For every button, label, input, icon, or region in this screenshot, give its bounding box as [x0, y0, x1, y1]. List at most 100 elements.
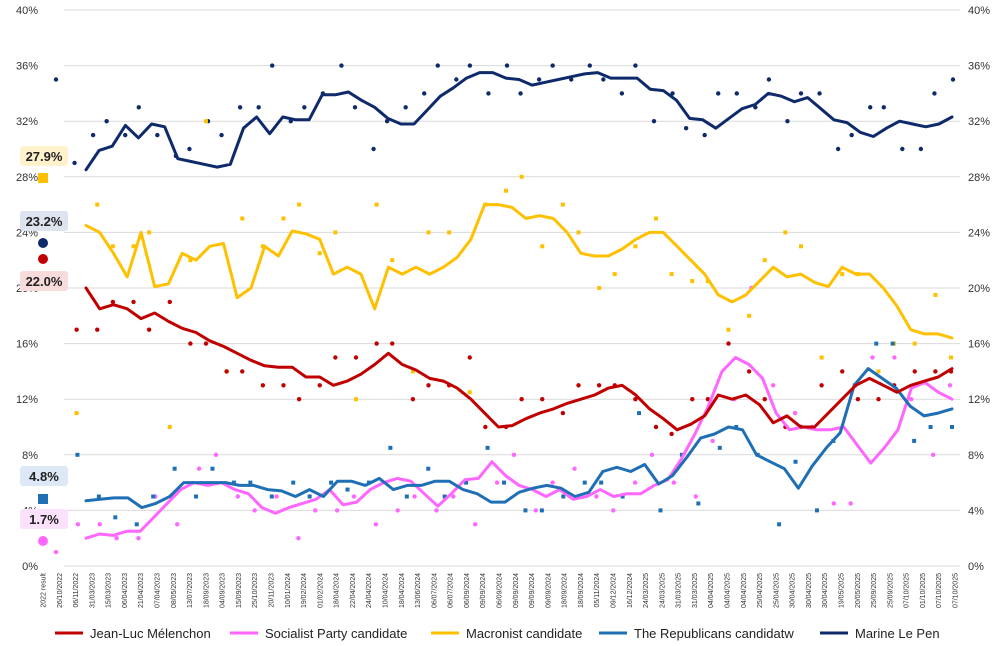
poll-dot: [224, 369, 229, 374]
poll-dot: [717, 445, 722, 450]
grid-lines: [64, 9, 960, 567]
poll-dot: [840, 272, 845, 277]
poll-dot: [403, 105, 408, 110]
poll-dot: [533, 508, 538, 513]
poll-dot: [252, 508, 257, 513]
legend-label: Marine Le Pen: [855, 626, 940, 641]
poll-dot: [587, 63, 592, 68]
x-tick-label: 13/06/2024: [415, 573, 422, 608]
y-tick-left: 16%: [16, 339, 38, 351]
poll-dot: [390, 258, 395, 263]
poll-dot: [231, 480, 236, 485]
poll-dot: [576, 383, 581, 388]
poll-dot: [933, 369, 938, 374]
poll-dot: [167, 425, 172, 429]
poll-dot: [849, 132, 854, 138]
poll-dot: [766, 77, 772, 82]
x-tick-label: 07/10/2025: [936, 573, 943, 608]
poll-dot: [353, 355, 359, 360]
poll-dot: [442, 494, 447, 499]
poll-dot: [74, 411, 79, 416]
poll-dot: [683, 125, 689, 131]
result-marker: [38, 254, 48, 264]
poll-dot: [819, 355, 824, 360]
poll-dot: [410, 397, 416, 402]
poll-dot: [281, 383, 286, 388]
poll-dot: [483, 424, 488, 430]
legend-label: Macronist candidate: [466, 626, 582, 641]
poll-dot: [74, 327, 79, 332]
poll-dot: [410, 369, 415, 374]
poll-dot: [633, 397, 638, 402]
poll-dot: [855, 397, 861, 402]
poll-dot: [814, 508, 819, 513]
poll-dot: [950, 77, 956, 82]
x-tick-label: 24/03/2025: [659, 573, 666, 608]
poll-dot: [75, 522, 81, 527]
x-tick-label: 25/04/2025: [773, 573, 780, 608]
poll-dot: [798, 91, 804, 96]
poll-dot: [702, 132, 707, 138]
poll-dot: [909, 397, 914, 402]
x-tick-label: 20/05/2025: [855, 573, 862, 608]
poll-dot: [762, 258, 767, 263]
poll-dot: [874, 341, 879, 346]
poll-dot: [388, 445, 393, 450]
poll-dot: [612, 272, 617, 277]
poll-dot: [210, 466, 215, 471]
poll-dot: [726, 327, 731, 332]
poll-dot: [918, 146, 924, 152]
poll-dot: [151, 494, 156, 499]
poll-dot: [270, 63, 275, 68]
poll-dot: [536, 77, 542, 82]
x-tick-label: 24/04/2024: [366, 573, 373, 608]
poll-dot: [136, 536, 141, 541]
x-tick-label: 30/04/2025: [822, 573, 829, 608]
2022-results: 27.9% 23.2% 22.0% 4.8% 1.7%: [20, 146, 68, 546]
poll-dot: [123, 132, 128, 138]
poll-dot: [345, 487, 350, 492]
y-tick-right: 36%: [968, 61, 990, 73]
poll-dot: [649, 452, 655, 457]
x-tick-label: 01/10/2025: [920, 573, 927, 608]
poll-dot: [296, 536, 301, 541]
result-label-bg: [20, 271, 68, 291]
x-tick-label: 30/04/2025: [790, 573, 797, 608]
result-label: 1.7%: [29, 512, 59, 527]
poll-dot: [352, 105, 358, 110]
poll-dot: [540, 397, 545, 402]
x-tick-label: 18/09/2023: [203, 573, 210, 608]
poll-dot: [690, 279, 695, 284]
poll-dot: [679, 452, 684, 457]
poll-dot: [777, 522, 782, 527]
poll-dot: [620, 494, 625, 499]
poll-dot: [485, 445, 490, 450]
poll-dot: [611, 508, 616, 513]
poll-dot: [155, 132, 160, 138]
poll-dot: [890, 341, 895, 346]
poll-dot: [395, 508, 400, 513]
poll-dot: [705, 397, 711, 402]
poll-dot: [260, 244, 265, 249]
x-tick-label: 15/09/2023: [236, 573, 243, 608]
y-tick-right: 16%: [968, 339, 990, 351]
poll-dot: [519, 397, 524, 402]
poll-dot: [297, 202, 302, 207]
poll-dot: [131, 299, 136, 305]
poll-dot: [599, 480, 604, 485]
x-tick-label: 06/04/2023: [122, 573, 129, 608]
poll-dot: [373, 522, 379, 527]
poll-dot: [870, 355, 875, 360]
x-tick-label: 05/11/2024: [594, 573, 601, 608]
poll-dot: [53, 77, 59, 82]
x-tick-label: 04/04/2025: [725, 573, 732, 608]
poll-dot: [572, 466, 577, 471]
x-tick-label: 15/03/2023: [106, 573, 113, 608]
poll-dot: [434, 508, 439, 513]
poll-dot: [633, 63, 638, 68]
legend-label: The Republicans candidatw: [634, 626, 794, 641]
result-label-bg: [20, 211, 68, 231]
poll-dot: [269, 494, 274, 499]
poll-dot: [771, 383, 776, 388]
x-tick-label: 09/09/2024: [513, 573, 520, 608]
